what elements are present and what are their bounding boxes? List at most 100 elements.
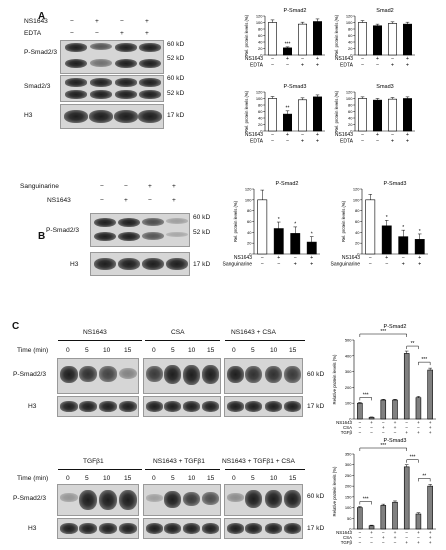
chart-title: Smad2 [376,8,393,14]
condition-sign: + [417,431,420,436]
chart-title: P-Smad2 [276,181,299,187]
condition-label: NS1643 [342,255,360,261]
condition-sign: − [376,63,379,69]
bar [267,98,277,132]
condition-sign: + [394,536,397,541]
marker-60kd: 60 kD [193,214,211,221]
condition-sign: − [361,139,364,145]
western-blot-h3 [60,104,164,129]
condition-sign: − [370,431,373,436]
condition-sign: + [391,139,394,145]
condition-sign: + [316,56,319,62]
significance-marker: *** [285,42,291,48]
sign: − [100,197,104,204]
significance-marker: *** [380,443,386,449]
time-tick: 10 [188,347,196,354]
condition-sign: + [405,541,408,546]
bar [290,233,301,255]
condition-sign: − [294,255,297,261]
bar-chart-p-smad2-tgfb: P-Smad2 0 100 200 300 400 500 Relative protein … [332,324,436,436]
y-tick-label: 20 [348,46,353,51]
condition-sign: − [271,139,274,145]
condition-sign: − [370,536,373,541]
y-tick-label: 60 [247,219,252,224]
group-underline [225,340,305,341]
condition-sign: − [301,56,304,62]
condition-sign: + [406,56,409,62]
chart-title: P-Smad2 [284,8,307,14]
time-tick: 10 [103,475,111,482]
y-tick-label: 0 [349,527,352,532]
time-tick: 15 [289,347,297,354]
blot-label-h3: H3 [70,261,79,268]
condition-sign: − [358,531,361,536]
treatment-label-sanguinarine: Sanguinarine [20,183,59,190]
time-label: Time (min) [17,347,49,354]
panel-label-b: B [38,231,46,242]
condition-sign: + [382,536,385,541]
western-blot-h3 [143,396,221,417]
condition-sign: − [370,426,373,431]
marker-60kd: 60 kD [307,493,325,500]
bar [357,402,363,420]
condition-sign: − [376,139,379,145]
y-tick-label: 80 [247,208,252,213]
condition-sign: + [294,262,297,268]
western-blot-tgfb1 [57,484,139,516]
sign: + [172,183,176,190]
y-tick-label: 40 [355,230,360,235]
marker-60kd: 60 kD [167,75,185,82]
condition-sign: − [261,255,264,261]
group-underline [225,469,305,470]
y-tick-label: 60 [258,109,263,114]
condition-sign: + [417,421,420,426]
y-tick-label: 20 [258,46,263,51]
bar-chart-p-smad3-sanguinarine: P-Smad3 0 20 40 60 80 100 120 Rel. protein level… [331,181,428,268]
y-tick-label: 40 [258,116,263,121]
condition-sign: + [429,421,432,426]
bar [372,99,382,132]
y-tick-label: 60 [348,33,353,38]
y-tick-label: 80 [348,103,353,108]
group-label: NS1643 + TGFβ1 [153,458,205,465]
time-tick: 0 [66,347,70,354]
group-underline [145,469,220,470]
y-tick-label: 60 [348,109,353,114]
condition-sign: + [382,426,385,431]
sign: − [95,30,99,37]
y-tick-label: 350 [345,452,352,457]
marker-17kd: 17 kD [167,112,185,119]
bar [387,98,397,132]
sign: + [145,18,149,25]
sign: + [124,197,128,204]
bar [415,513,422,530]
y-tick-label: 0 [350,129,353,134]
y-tick-label: 20 [247,241,252,246]
condition-sign: − [369,262,372,268]
y-tick-label: 60 [355,219,360,224]
significance-marker: *** [410,455,416,461]
condition-sign: + [391,63,394,69]
condition-sign: + [286,132,289,138]
western-blot-h3 [143,518,221,539]
y-tick-label: 120 [245,187,252,192]
y-tick-label: 200 [345,385,352,390]
condition-sign: − [361,56,364,62]
marker-17kd: 17 kD [307,525,325,532]
y-tick-label: 150 [345,494,352,499]
group-underline [58,469,142,470]
condition-sign: − [382,421,385,426]
time-tick: 15 [124,475,132,482]
group-label: NS1643 + TGFβ1 + CSA [222,458,295,465]
y-tick-label: 80 [258,27,263,32]
significance-marker: * [294,222,296,228]
bar [427,485,433,530]
condition-sign: + [310,262,313,268]
condition-sign: + [376,56,379,62]
condition-sign: + [370,421,373,426]
marker-60kd: 60 kD [307,371,325,378]
condition-label: CSA [343,425,352,430]
y-tick-label: 20 [348,122,353,127]
